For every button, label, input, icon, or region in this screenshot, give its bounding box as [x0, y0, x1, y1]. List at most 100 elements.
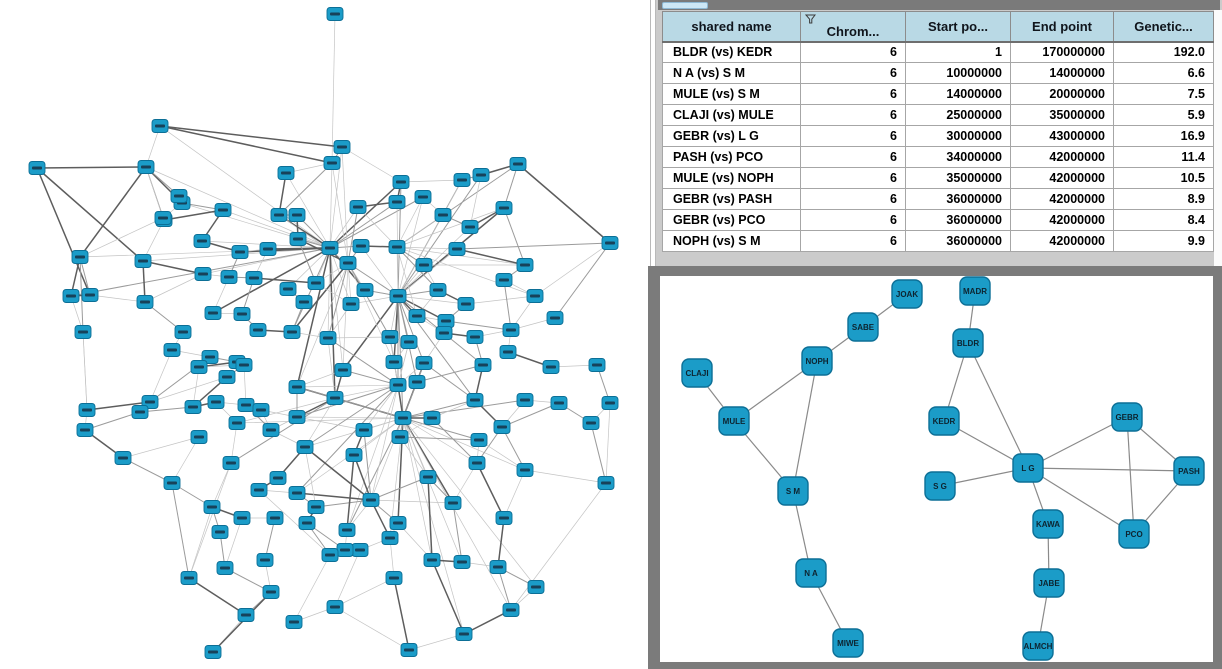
cell-value[interactable]: 34000000: [905, 146, 1011, 168]
network-node[interactable]: [1173, 456, 1205, 486]
panel-tab[interactable]: [662, 2, 708, 9]
cell-value[interactable]: 42000000: [1010, 209, 1114, 231]
cell-value[interactable]: 192.0: [1113, 41, 1214, 63]
network-node[interactable]: [777, 476, 809, 506]
network-edge: [79, 166, 147, 258]
network-node[interactable]: [832, 628, 864, 658]
cell-value[interactable]: 6.6: [1113, 62, 1214, 84]
cell-value[interactable]: 9.9: [1113, 230, 1214, 252]
cell-value[interactable]: 6: [800, 83, 906, 105]
cell-value[interactable]: 42000000: [1010, 230, 1114, 252]
cell-shared-name[interactable]: GEBR (vs) PCO: [662, 209, 801, 231]
cell-value[interactable]: 6: [800, 167, 906, 189]
cell-value[interactable]: 35000000: [905, 167, 1011, 189]
table-row[interactable]: GEBR (vs) PCO 6 36000000 42000000 8.4: [662, 209, 1214, 231]
network-node[interactable]: [1111, 402, 1143, 432]
node-label: [423, 475, 433, 479]
table-row[interactable]: PASH (vs) PCO 6 34000000 42000000 11.4: [662, 146, 1214, 168]
network-node[interactable]: [1012, 453, 1044, 483]
cell-value[interactable]: 6: [800, 104, 906, 126]
cell-value[interactable]: 1: [905, 41, 1011, 63]
cell-value[interactable]: 14000000: [1010, 62, 1114, 84]
cell-value[interactable]: 8.9: [1113, 188, 1214, 210]
attribute-table-header: shared name Chrom... Start po... End point G…: [662, 11, 1214, 43]
network-node[interactable]: [847, 312, 879, 342]
cell-value[interactable]: 36000000: [905, 230, 1011, 252]
cell-value[interactable]: 6: [800, 125, 906, 147]
column-header-chrom-[interactable]: Chrom...: [800, 11, 906, 43]
cell-shared-name[interactable]: GEBR (vs) L G: [662, 125, 801, 147]
node-label: [167, 348, 177, 352]
network-edge: [590, 422, 607, 484]
cell-value[interactable]: 6: [800, 230, 906, 252]
network-edge: [329, 196, 424, 249]
column-header-genetic-[interactable]: Genetic...: [1113, 11, 1214, 43]
cell-value[interactable]: 10.5: [1113, 167, 1214, 189]
table-row[interactable]: CLAJI (vs) MULE 6 25000000 35000000 5.9: [662, 104, 1214, 126]
cell-value[interactable]: 5.9: [1113, 104, 1214, 126]
node-label: [226, 461, 236, 465]
cell-value[interactable]: 43000000: [1010, 125, 1114, 147]
network-node[interactable]: [801, 346, 833, 376]
cell-value[interactable]: 36000000: [905, 188, 1011, 210]
cell-value[interactable]: 8.4: [1113, 209, 1214, 231]
column-header-end-point[interactable]: End point: [1010, 11, 1114, 43]
column-header-start-po-[interactable]: Start po...: [905, 11, 1011, 43]
table-row[interactable]: NOPH (vs) S M 6 36000000 42000000 9.9: [662, 230, 1214, 252]
cell-value[interactable]: 42000000: [1010, 146, 1114, 168]
cell-value[interactable]: 14000000: [905, 83, 1011, 105]
cell-value[interactable]: 16.9: [1113, 125, 1214, 147]
network-edge: [159, 125, 333, 164]
network-node[interactable]: [681, 358, 713, 388]
cell-value[interactable]: 6: [800, 62, 906, 84]
cell-value[interactable]: 170000000: [1010, 41, 1114, 63]
network-node[interactable]: [795, 558, 827, 588]
column-header-shared-name[interactable]: shared name: [662, 11, 801, 43]
node-label: [438, 213, 448, 217]
network-node[interactable]: [1032, 509, 1064, 539]
network-node[interactable]: [718, 406, 750, 436]
network-node[interactable]: [1022, 631, 1054, 661]
network-node[interactable]: [924, 471, 956, 501]
cell-value[interactable]: 11.4: [1113, 146, 1214, 168]
node-label: [237, 312, 247, 316]
cell-value[interactable]: 25000000: [905, 104, 1011, 126]
cell-value[interactable]: 6: [800, 209, 906, 231]
network-edge: [327, 337, 399, 386]
cell-value[interactable]: 7.5: [1113, 83, 1214, 105]
cell-value[interactable]: 35000000: [1010, 104, 1114, 126]
table-row[interactable]: N A (vs) S M 6 10000000 14000000 6.6: [662, 62, 1214, 84]
cell-shared-name[interactable]: MULE (vs) NOPH: [662, 167, 801, 189]
cell-value[interactable]: 6: [800, 41, 906, 63]
table-row[interactable]: MULE (vs) NOPH 6 35000000 42000000 10.5: [662, 167, 1214, 189]
filter-icon[interactable]: [805, 14, 816, 24]
network-node[interactable]: [952, 328, 984, 358]
cell-value[interactable]: 6: [800, 146, 906, 168]
cell-shared-name[interactable]: CLAJI (vs) MULE: [662, 104, 801, 126]
network-edge: [1027, 416, 1128, 469]
network-node[interactable]: [928, 406, 960, 436]
cell-value[interactable]: 6: [800, 188, 906, 210]
network-node[interactable]: [1118, 519, 1150, 549]
table-row[interactable]: GEBR (vs) L G 6 30000000 43000000 16.9: [662, 125, 1214, 147]
table-row[interactable]: BLDR (vs) KEDR 6 1 170000000 192.0: [662, 41, 1214, 63]
cell-value[interactable]: 42000000: [1010, 188, 1114, 210]
cell-shared-name[interactable]: GEBR (vs) PASH: [662, 188, 801, 210]
cell-shared-name[interactable]: NOPH (vs) S M: [662, 230, 801, 252]
cell-value[interactable]: 42000000: [1010, 167, 1114, 189]
cell-value[interactable]: 20000000: [1010, 83, 1114, 105]
cell-value[interactable]: 30000000: [905, 125, 1011, 147]
cell-shared-name[interactable]: MULE (vs) S M: [662, 83, 801, 105]
cell-shared-name[interactable]: N A (vs) S M: [662, 62, 801, 84]
cell-shared-name[interactable]: BLDR (vs) KEDR: [662, 41, 801, 63]
network-node[interactable]: [959, 276, 991, 306]
cell-shared-name[interactable]: PASH (vs) PCO: [662, 146, 801, 168]
cell-value[interactable]: 36000000: [905, 209, 1011, 231]
cell-value[interactable]: 10000000: [905, 62, 1011, 84]
table-row[interactable]: GEBR (vs) PASH 6 36000000 42000000 8.9: [662, 188, 1214, 210]
node-label: [224, 275, 234, 279]
table-row[interactable]: MULE (vs) S M 6 14000000 20000000 7.5: [662, 83, 1214, 105]
network-node[interactable]: [1033, 568, 1065, 598]
network-edge: [967, 342, 1029, 469]
network-node[interactable]: [891, 279, 923, 309]
